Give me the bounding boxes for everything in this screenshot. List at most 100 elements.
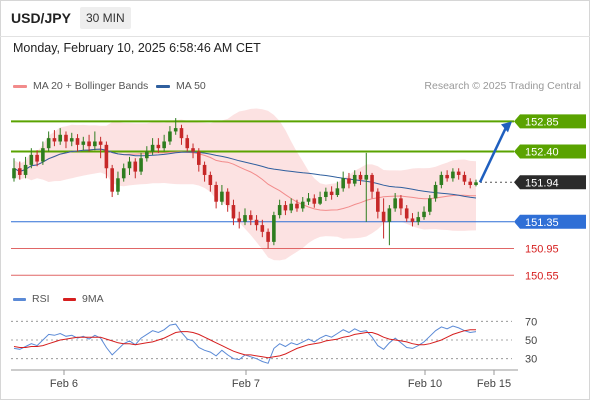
rsi-tick-label-50: 50 [525, 335, 537, 347]
research-credit: Research © 2025 Trading Central [424, 80, 581, 92]
forecast-arrow-line [478, 126, 508, 183]
candle-body [69, 138, 74, 142]
candle-body [439, 174, 444, 185]
candle-body [422, 211, 426, 218]
x-tick-label-feb-7: Feb 7 [232, 378, 260, 390]
candle-body [150, 144, 155, 152]
candle-body [110, 168, 114, 192]
candle-body [75, 138, 80, 145]
legend-9ma: 9MA [63, 293, 104, 305]
candle-body [127, 161, 132, 169]
candle-body [312, 198, 317, 204]
forecast-arrow-head [501, 121, 512, 133]
candle-body [306, 198, 311, 202]
candle-body [139, 158, 143, 172]
candle-body [289, 203, 293, 211]
candle-body [393, 198, 397, 209]
candle-body [428, 198, 432, 212]
candle-body [387, 208, 392, 222]
candle-body [225, 191, 230, 206]
ma9-swatch [63, 297, 76, 301]
level-label-152.40: 152.40 [525, 147, 559, 159]
candle-body [220, 191, 224, 202]
legend-rsi-label: RSI [32, 293, 50, 305]
legend-ma20-label: MA 20 + Bollinger Bands [33, 80, 149, 92]
ma50-swatch [156, 84, 170, 88]
candle-body [168, 131, 172, 142]
candle-body [116, 178, 120, 192]
ma20-swatch [13, 84, 27, 88]
candle-body [185, 138, 190, 149]
candle-body [474, 182, 478, 185]
rsi-tick-label-30: 30 [525, 354, 537, 366]
candle-body [202, 164, 207, 175]
candle-body [35, 154, 39, 162]
level-badge-152.85 [514, 114, 586, 129]
candle-body [12, 168, 16, 179]
candle-body [266, 231, 270, 242]
candle-body [410, 218, 415, 222]
candle-body [145, 151, 149, 159]
legend-9ma-label: 9MA [82, 293, 104, 305]
candle-body [52, 138, 57, 142]
candle-body [29, 154, 34, 165]
rsi-swatch [13, 297, 26, 301]
level-badge-152.40 [514, 144, 586, 159]
rsi-tick-label-70: 70 [525, 316, 537, 328]
ma50-line [13, 148, 477, 199]
candle-body [248, 215, 253, 220]
chart-header: USD/JPY 30 MIN [0, 0, 590, 36]
candle-body [87, 141, 91, 147]
candle-body [433, 184, 438, 199]
candle-body [173, 128, 178, 132]
candle-body [300, 201, 305, 209]
x-tick-label-feb-6: Feb 6 [50, 378, 78, 390]
candle-body [93, 141, 97, 147]
candle-body [231, 205, 236, 219]
candle-body [197, 151, 201, 165]
level-label-150.95: 150.95 [525, 244, 559, 256]
candle-body [352, 174, 357, 184]
level-badge-151.35 [514, 214, 586, 229]
candle-body [324, 191, 328, 198]
candle-body [104, 144, 109, 169]
candle-body [23, 164, 28, 175]
candle-body [191, 148, 195, 152]
candle-body [162, 141, 166, 149]
rsi-9ma-line [13, 329, 476, 359]
candle-body [347, 178, 351, 184]
candle-body [46, 138, 51, 149]
candle-body [456, 171, 461, 175]
candle-body [462, 174, 467, 182]
candle-body [283, 205, 288, 211]
level-label-151.94: 151.94 [525, 177, 559, 189]
candle-body [416, 217, 421, 222]
candle-body [17, 168, 22, 175]
candle-body [370, 174, 374, 192]
candle-body [295, 203, 299, 209]
level-label-151.35: 151.35 [525, 217, 559, 229]
level-label-152.85: 152.85 [525, 116, 559, 128]
header-divider [0, 36, 590, 37]
candle-body [445, 174, 449, 179]
candle-body [272, 215, 276, 242]
x-tick-label-feb-10: Feb 10 [408, 378, 442, 390]
candle-body [277, 205, 282, 216]
candle-body [98, 141, 103, 145]
candle-body [41, 148, 45, 162]
symbol-title: USD/JPY [11, 10, 71, 26]
candle-body [468, 181, 473, 185]
candle-body [451, 171, 455, 179]
candle-body [376, 191, 380, 212]
candle-body [318, 197, 322, 204]
candle-body [341, 178, 345, 189]
candle-body [121, 168, 126, 179]
candle-body [237, 218, 242, 222]
candle-body [81, 141, 86, 145]
timeframe-button[interactable]: 30 MIN [80, 7, 131, 29]
level-label-150.55: 150.55 [525, 270, 559, 282]
candle-body [214, 184, 218, 202]
rsi-line [13, 323, 477, 364]
legend-ma20-bb: MA 20 + Bollinger Bands [13, 80, 148, 92]
